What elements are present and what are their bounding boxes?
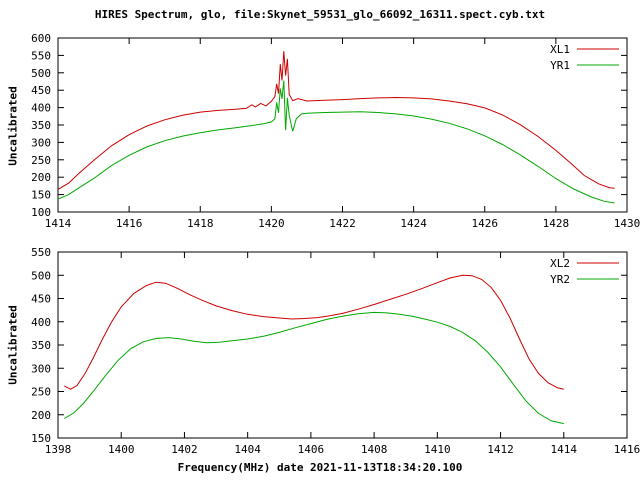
x-tick-label: 1408 [361, 443, 388, 456]
x-tick-label: 1416 [116, 217, 143, 230]
series-line-yr1 [57, 80, 615, 204]
x-tick-label: 1404 [234, 443, 261, 456]
x-tick-label: 1424 [400, 217, 427, 230]
x-tick-label: 1420 [258, 217, 285, 230]
y-tick-label: 600 [31, 32, 51, 45]
series-line-xl2 [64, 274, 564, 390]
x-tick-label: 1410 [424, 443, 451, 456]
plot-frame [57, 251, 628, 439]
y-tick-label: 500 [31, 67, 51, 80]
y-tick-label: 400 [31, 102, 51, 115]
y-tick-label: 300 [31, 362, 51, 375]
x-tick-label: 1398 [45, 443, 72, 456]
x-tick-label: 1402 [171, 443, 198, 456]
y-tick-label: 150 [31, 189, 51, 202]
plot-frame [57, 37, 628, 213]
legend-label-xl1: XL1 [550, 43, 570, 56]
x-tick-label: 1412 [487, 443, 514, 456]
legend-label-yr2: YR2 [550, 273, 570, 286]
x-tick-label: 1406 [298, 443, 325, 456]
y-tick-label: 250 [31, 386, 51, 399]
y-tick-label: 150 [31, 432, 51, 445]
x-tick-label: 1418 [187, 217, 214, 230]
y-tick-label: 500 [31, 269, 51, 282]
y-tick-label: 550 [31, 246, 51, 259]
series-line-xl1 [57, 51, 615, 190]
series-line-yr2 [64, 311, 564, 425]
y-tick-label: 100 [31, 206, 51, 219]
x-tick-label: 1430 [614, 217, 640, 230]
y-tick-label: 200 [31, 171, 51, 184]
y-tick-label: 200 [31, 409, 51, 422]
chart-title: HIRES Spectrum, glo, file:Skynet_59531_g… [94, 8, 546, 21]
y-tick-label: 300 [31, 136, 51, 149]
y-tick-label: 350 [31, 339, 51, 352]
x-tick-label: 1400 [108, 443, 135, 456]
y-tick-label: 250 [31, 154, 51, 167]
x-tick-label: 1414 [551, 443, 578, 456]
y-tick-label: 400 [31, 316, 51, 329]
legend-label-yr1: YR1 [550, 59, 570, 72]
y-tick-label: 450 [31, 293, 51, 306]
y-axis-label-top: Uncalibrated [6, 86, 20, 166]
x-tick-label: 1416 [614, 443, 640, 456]
x-axis-label: Frequency(MHz) date 2021-11-13T18:34:20.… [177, 461, 463, 474]
y-tick-label: 350 [31, 119, 51, 132]
x-tick-label: 1428 [543, 217, 570, 230]
x-tick-label: 1422 [329, 217, 356, 230]
x-tick-label: 1426 [472, 217, 499, 230]
legend-label-xl2: XL2 [550, 257, 570, 270]
y-tick-label: 550 [31, 49, 51, 62]
y-tick-label: 450 [31, 84, 51, 97]
y-axis-label-bottom: Uncalibrated [6, 305, 20, 385]
x-tick-label: 1414 [45, 217, 72, 230]
